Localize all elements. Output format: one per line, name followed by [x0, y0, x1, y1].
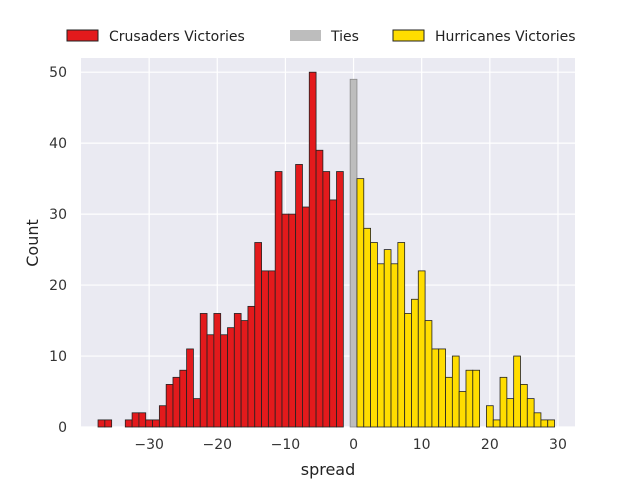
- bar-hurricanes-victories: [383, 249, 392, 428]
- x-tick-label: −10: [271, 437, 301, 453]
- bar-crusaders-victories: [329, 199, 337, 428]
- bar-hurricanes-victories: [397, 242, 406, 428]
- bar-crusaders-victories: [97, 419, 106, 428]
- x-axis-ticks: −30 −20 −10 0 10 20 30: [134, 437, 567, 453]
- bar-hurricanes-victories: [499, 376, 508, 428]
- bar-crusaders-victories: [288, 213, 297, 428]
- x-tick-label: −20: [203, 437, 233, 453]
- y-tick-label: 40: [49, 136, 67, 152]
- bar-crusaders-victories: [193, 398, 201, 428]
- bar-hurricanes-victories: [438, 348, 446, 428]
- bar-crusaders-victories: [227, 327, 235, 428]
- bar-hurricanes-victories: [526, 398, 535, 428]
- bar-crusaders-victories: [261, 270, 269, 428]
- bar-crusaders-victories: [267, 270, 276, 428]
- bar-crusaders-victories: [295, 164, 303, 428]
- y-tick-label: 0: [58, 420, 67, 436]
- y-tick-label: 10: [49, 349, 67, 365]
- bar-crusaders-victories: [124, 419, 133, 428]
- bar-hurricanes-victories: [540, 419, 549, 428]
- bar-crusaders-victories: [158, 405, 167, 428]
- bar-crusaders-victories: [308, 71, 317, 428]
- bar-crusaders-victories: [336, 171, 344, 428]
- bar-hurricanes-victories: [465, 369, 474, 428]
- bar-hurricanes-victories: [370, 242, 378, 428]
- legend-label-ties: Ties: [330, 29, 359, 45]
- legend-swatch-hurricanes: [392, 29, 425, 42]
- bar-hurricanes-victories: [492, 419, 501, 428]
- bar-crusaders-victories: [322, 171, 331, 428]
- bar-hurricanes-victories: [486, 405, 494, 428]
- bar-hurricanes-victories: [533, 412, 542, 428]
- bar-hurricanes-victories: [356, 178, 365, 428]
- x-tick-label: 30: [549, 437, 567, 453]
- legend-label-hurricanes: Hurricanes Victories: [435, 29, 576, 45]
- bar-hurricanes-victories: [520, 384, 528, 428]
- bar-hurricanes-victories: [451, 355, 460, 428]
- bar-hurricanes-victories: [363, 227, 371, 428]
- legend-swatch-ties: [290, 30, 321, 41]
- bar-crusaders-victories: [104, 419, 113, 428]
- y-tick-label: 30: [49, 207, 67, 223]
- bar-crusaders-victories: [199, 313, 208, 428]
- legend: Crusaders Victories Ties Hurricanes Vict…: [66, 29, 576, 45]
- y-tick-label: 20: [49, 278, 67, 294]
- x-tick-label: 0: [349, 437, 358, 453]
- bar-ties: [349, 78, 358, 428]
- bar-crusaders-victories: [213, 313, 222, 428]
- bar-crusaders-victories: [138, 412, 147, 428]
- bar-hurricanes-victories: [506, 398, 515, 428]
- bar-crusaders-victories: [186, 348, 194, 428]
- bar-crusaders-victories: [302, 206, 310, 428]
- y-tick-label: 50: [49, 65, 67, 81]
- bar-crusaders-victories: [131, 412, 140, 428]
- bar-hurricanes-victories: [376, 263, 385, 428]
- bar-hurricanes-victories: [404, 313, 412, 428]
- bar-hurricanes-victories: [445, 376, 453, 428]
- histogram-bars: [97, 71, 555, 428]
- legend-swatch-crusaders: [66, 29, 99, 42]
- bar-crusaders-victories: [233, 313, 242, 428]
- bar-crusaders-victories: [206, 334, 215, 428]
- bar-crusaders-victories: [165, 384, 174, 428]
- bar-hurricanes-victories: [390, 263, 399, 428]
- bar-crusaders-victories: [247, 305, 256, 428]
- legend-label-crusaders: Crusaders Victories: [109, 29, 245, 45]
- bar-hurricanes-victories: [513, 355, 521, 428]
- y-axis-label: Count: [23, 219, 42, 267]
- bar-crusaders-victories: [152, 419, 160, 428]
- bar-crusaders-victories: [145, 419, 153, 428]
- bar-hurricanes-victories: [472, 369, 481, 428]
- bar-hurricanes-victories: [547, 419, 555, 428]
- bar-hurricanes-victories: [431, 348, 440, 428]
- y-axis-ticks: 0 10 20 30 40 50: [49, 65, 67, 436]
- bar-crusaders-victories: [220, 334, 228, 428]
- x-tick-label: 20: [481, 437, 499, 453]
- bar-crusaders-victories: [281, 213, 290, 428]
- bar-hurricanes-victories: [417, 270, 426, 428]
- bar-crusaders-victories: [172, 376, 181, 428]
- x-axis-label: spread: [301, 460, 356, 479]
- bar-crusaders-victories: [254, 242, 262, 428]
- bar-crusaders-victories: [240, 320, 249, 428]
- bar-hurricanes-victories: [458, 391, 467, 428]
- bar-crusaders-victories: [179, 369, 188, 428]
- x-tick-label: 10: [413, 437, 431, 453]
- bar-hurricanes-victories: [411, 298, 419, 428]
- bar-crusaders-victories: [315, 149, 324, 428]
- bar-crusaders-victories: [274, 171, 283, 428]
- bar-hurricanes-victories: [424, 320, 433, 428]
- x-tick-label: −30: [134, 437, 164, 453]
